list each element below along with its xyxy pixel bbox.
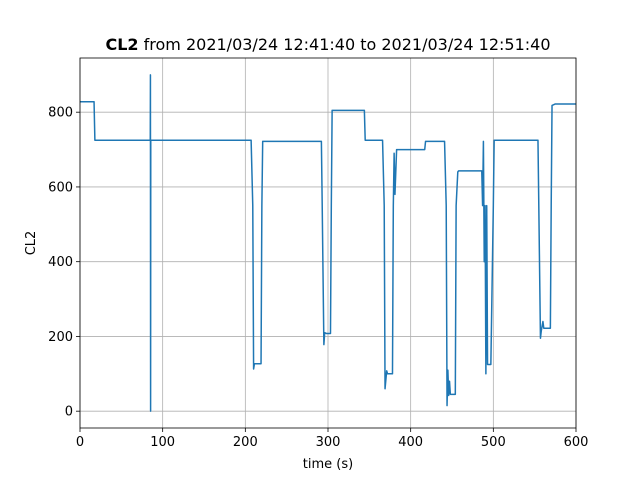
x-tick-label: 0 bbox=[76, 435, 84, 450]
y-tick-label: 200 bbox=[48, 330, 73, 345]
y-tick-label: 600 bbox=[48, 180, 73, 195]
chart-title-bold: CL2 bbox=[105, 35, 138, 54]
y-axis-label: CL2 bbox=[24, 231, 39, 256]
ticks: 0 100 200 300 400 500 600 0 200 400 600 800 bbox=[48, 106, 588, 450]
x-tick-label: 500 bbox=[481, 435, 506, 450]
series-line bbox=[80, 74, 576, 412]
y-tick-label: 800 bbox=[48, 106, 73, 121]
x-tick-label: 100 bbox=[150, 435, 175, 450]
grid bbox=[79, 58, 577, 428]
x-tick-label: 300 bbox=[316, 435, 341, 450]
x-tick-label: 400 bbox=[398, 435, 423, 450]
y-tick-label: 0 bbox=[65, 405, 73, 420]
chart-title: CL2 from 2021/03/24 12:41:40 to 2021/03/… bbox=[105, 35, 550, 54]
x-tick-label: 200 bbox=[233, 435, 258, 450]
chart-title-rest: from 2021/03/24 12:41:40 to 2021/03/24 1… bbox=[139, 35, 551, 54]
x-axis-label: time (s) bbox=[303, 457, 353, 472]
series-group bbox=[80, 74, 576, 412]
x-tick-label: 600 bbox=[564, 435, 589, 450]
y-tick-label: 400 bbox=[48, 255, 73, 270]
